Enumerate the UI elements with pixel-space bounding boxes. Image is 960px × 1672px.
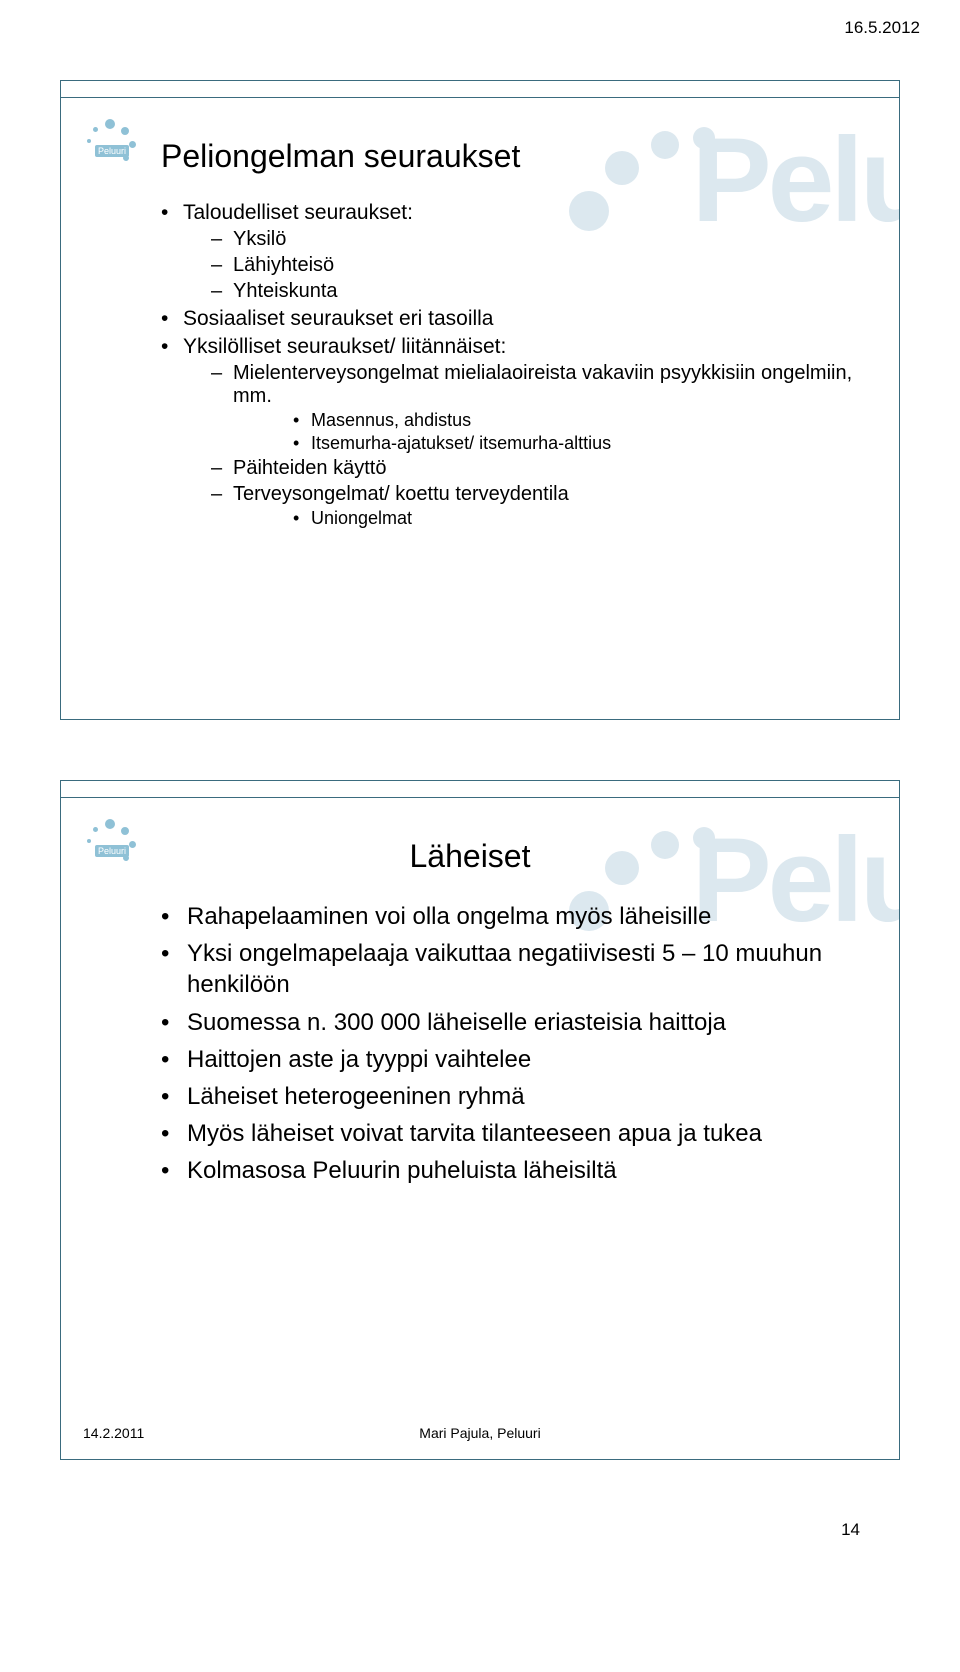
slide-1-title: Peliongelman seuraukset (161, 138, 859, 175)
logo-label: Peluuri (95, 845, 129, 857)
slide-1-list: Taloudelliset seuraukset: Yksilö Lähiyht… (161, 201, 859, 529)
document-page: 16.5.2012 Peluuri Pelu Peliongelman seur… (0, 0, 960, 1580)
list-item: Suomessa n. 300 000 läheiselle eriasteis… (161, 1007, 839, 1038)
page-number: 14 (60, 1520, 900, 1540)
item-text: Itsemurha-ajatukset/ itsemurha-alttius (311, 433, 611, 453)
list-item: Myös läheiset voivat tarvita tilanteesee… (161, 1118, 839, 1149)
item-text: Yksilö (233, 228, 286, 250)
list-item: Lähiyhteisö (183, 254, 859, 277)
slide-footer-author: Mari Pajula, Peluuri (419, 1425, 540, 1441)
list-item: Itsemurha-ajatukset/ itsemurha-alttius (233, 433, 859, 454)
logo-dots-icon: Peluuri (83, 817, 139, 873)
list-item: Yhteiskunta (183, 280, 859, 303)
slide-footer-date: 14.2.2011 (83, 1425, 144, 1441)
slide-2-content: Läheiset Rahapelaaminen voi olla ongelma… (61, 798, 899, 1263)
list-item: Sosiaaliset seuraukset eri tasoilla (161, 307, 859, 331)
list-item: Terveysongelmat/ koettu terveydentila Un… (183, 483, 859, 529)
item-text: Sosiaaliset seuraukset eri tasoilla (183, 307, 494, 330)
item-text: Masennus, ahdistus (311, 410, 471, 430)
slide-2-title: Läheiset (101, 838, 839, 875)
item-text: Lähiyhteisö (233, 254, 334, 276)
item-text: Läheiset heterogeeninen ryhmä (187, 1083, 525, 1110)
list-item: Rahapelaaminen voi olla ongelma myös läh… (161, 901, 839, 932)
logo-dots-icon: Peluuri (83, 117, 139, 173)
item-text: Yhteiskunta (233, 280, 338, 302)
item-text: Suomessa n. 300 000 läheiselle eriasteis… (187, 1009, 726, 1036)
list-item: Päihteiden käyttö (183, 457, 859, 480)
list-item: Yksi ongelmapelaaja vaikuttaa negatiivis… (161, 938, 839, 1000)
item-text: Yksi ongelmapelaaja vaikuttaa negatiivis… (187, 940, 822, 998)
list-item: Masennus, ahdistus (233, 410, 859, 431)
list-item: Mielenterveysongelmat mielialaoireista v… (183, 362, 859, 454)
logo-label: Peluuri (95, 145, 129, 157)
slide-2-list: Rahapelaaminen voi olla ongelma myös läh… (161, 901, 839, 1187)
slide-1: Peluuri Pelu Peliongelman seuraukset Tal… (60, 80, 900, 720)
item-text: Päihteiden käyttö (233, 457, 386, 479)
slide-2: Peluuri Pelu Läheiset Rahapelaaminen voi… (60, 780, 900, 1460)
item-text: Haittojen aste ja tyyppi vaihtelee (187, 1046, 531, 1073)
list-item: Läheiset heterogeeninen ryhmä (161, 1081, 839, 1112)
list-item: Yksilölliset seuraukset/ liitännäiset: M… (161, 335, 859, 529)
slide-1-content: Peliongelman seuraukset Taloudelliset se… (61, 98, 899, 573)
item-text: Kolmasosa Peluurin puheluista läheisiltä (187, 1157, 617, 1184)
item-text: Terveysongelmat/ koettu terveydentila (233, 483, 569, 505)
list-item: Yksilö (183, 228, 859, 251)
list-item: Haittojen aste ja tyyppi vaihtelee (161, 1044, 839, 1075)
list-item: Uniongelmat (233, 508, 859, 529)
item-text: Myös läheiset voivat tarvita tilanteesee… (187, 1120, 762, 1147)
item-text: Mielenterveysongelmat mielialaoireista v… (233, 362, 852, 407)
header-date: 16.5.2012 (844, 18, 920, 38)
peluuri-logo: Peluuri (83, 817, 139, 873)
list-item: Kolmasosa Peluurin puheluista läheisiltä (161, 1155, 839, 1186)
item-text: Yksilölliset seuraukset/ liitännäiset: (183, 335, 506, 358)
item-text: Uniongelmat (311, 508, 412, 528)
peluuri-logo: Peluuri (83, 117, 139, 173)
item-text: Taloudelliset seuraukset: (183, 201, 413, 224)
item-text: Rahapelaaminen voi olla ongelma myös läh… (187, 903, 711, 930)
list-item: Taloudelliset seuraukset: Yksilö Lähiyht… (161, 201, 859, 303)
